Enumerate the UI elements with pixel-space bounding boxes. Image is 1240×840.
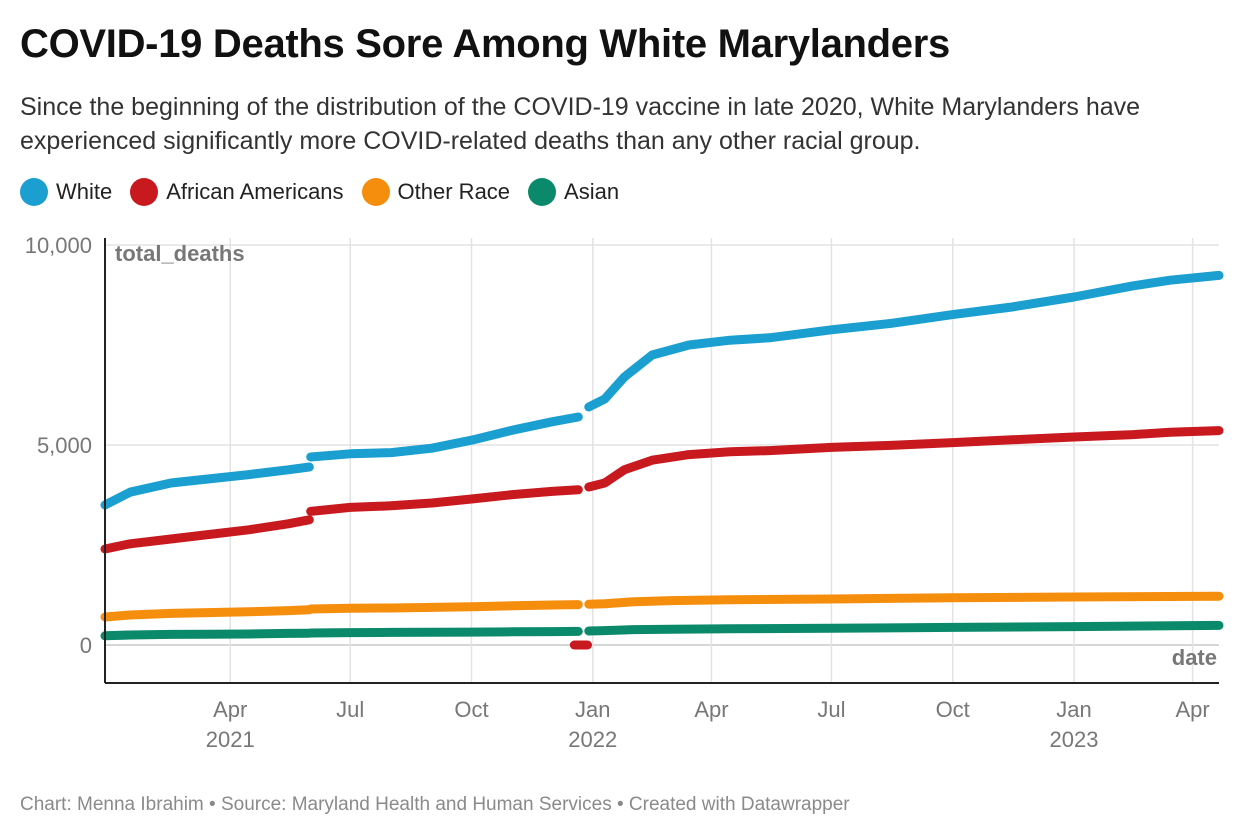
series-line-segment bbox=[100, 605, 314, 622]
series-line-segment bbox=[306, 485, 583, 516]
legend-swatch-white bbox=[20, 178, 48, 206]
chart-legend: White African Americans Other Race Asian bbox=[20, 178, 637, 206]
y-tick-label: 5,000 bbox=[37, 433, 92, 458]
legend-swatch-other-race bbox=[361, 178, 390, 206]
x-tick-year-label: 2022 bbox=[568, 727, 617, 752]
x-tick-year-label: 2023 bbox=[1050, 727, 1099, 752]
x-tick-label: Jan bbox=[1056, 697, 1091, 722]
x-tick-label: Apr bbox=[1176, 697, 1210, 722]
series-other-race bbox=[100, 591, 1224, 622]
series-line-segment bbox=[306, 600, 583, 614]
series-line-segment bbox=[306, 412, 583, 462]
series-layer bbox=[100, 270, 1224, 650]
legend-label-white: White bbox=[56, 179, 113, 204]
y-tick-label: 10,000 bbox=[25, 233, 92, 258]
axis-layer: 0 5,000 10,000 Apr 2021 Jul Oct Jan 2022 Apr Jul Oc… bbox=[25, 233, 1219, 752]
series-line-segment bbox=[584, 620, 1224, 636]
series-line-segment bbox=[584, 591, 1224, 609]
chart-subtitle: Since the beginning of the distribution … bbox=[20, 93, 1141, 155]
legend-item-other-race: Other Race bbox=[361, 178, 511, 206]
y-tick-label: 0 bbox=[80, 633, 92, 658]
series-line-segment bbox=[584, 270, 1224, 412]
x-tick-label: Jan bbox=[575, 697, 610, 722]
chart-title: COVID-19 Deaths Sore Among White Marylan… bbox=[20, 22, 950, 66]
series-white bbox=[100, 270, 1224, 510]
series-line-segment bbox=[100, 628, 314, 641]
legend-label-other-race: Other Race bbox=[397, 179, 511, 204]
legend-item-african-americans: African Americans bbox=[130, 178, 344, 206]
legend-label-african-americans: African Americans bbox=[166, 179, 344, 204]
series-line-segment bbox=[100, 515, 314, 554]
legend-item-white: White bbox=[20, 178, 112, 206]
series-line-segment bbox=[100, 462, 314, 510]
x-tick-label: Apr bbox=[694, 697, 728, 722]
legend-swatch-asian bbox=[528, 178, 557, 206]
x-tick-label: Jul bbox=[336, 697, 364, 722]
legend-swatch-african-americans bbox=[130, 178, 159, 206]
line-chart: 0 5,000 10,000 Apr 2021 Jul Oct Jan 2022 Apr Jul Oc… bbox=[25, 233, 1224, 752]
legend-item-asian: Asian bbox=[528, 178, 619, 206]
series-line-segment bbox=[584, 426, 1224, 492]
x-axis-title: date bbox=[1172, 645, 1217, 670]
y-axis-title: total_deaths bbox=[115, 241, 245, 266]
series-african-americans bbox=[100, 426, 1224, 650]
series-line-segment bbox=[306, 626, 583, 638]
series-asian bbox=[100, 620, 1224, 641]
x-tick-label: Oct bbox=[454, 697, 488, 722]
chart-footer: Chart: Menna Ibrahim • Source: Maryland … bbox=[20, 794, 850, 815]
x-tick-label: Apr bbox=[213, 697, 247, 722]
x-tick-year-label: 2021 bbox=[206, 727, 255, 752]
x-tick-label: Oct bbox=[936, 697, 970, 722]
x-tick-label: Jul bbox=[817, 697, 845, 722]
legend-label-asian: Asian bbox=[564, 179, 620, 204]
